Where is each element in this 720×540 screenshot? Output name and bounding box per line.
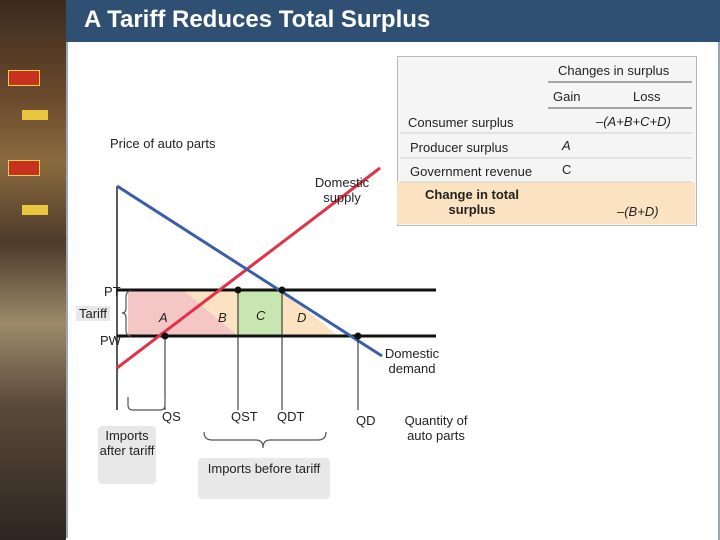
imports-after-tariff-note: Imports after tariff bbox=[98, 426, 156, 484]
photo-sign bbox=[8, 160, 40, 176]
row-government-label: Government revenue bbox=[410, 164, 533, 179]
area-b-label: B bbox=[218, 310, 227, 325]
photo-sign bbox=[22, 110, 48, 120]
slide-title: A Tariff Reduces Total Surplus bbox=[84, 6, 431, 33]
qdt-label: QDT bbox=[277, 409, 305, 424]
tariff-label: Tariff bbox=[76, 306, 110, 321]
total-row-fill bbox=[397, 182, 695, 224]
y-axis-label: Price of auto parts bbox=[110, 136, 216, 151]
x-axis-label: Quantity of auto parts bbox=[404, 413, 468, 443]
demand-label: Domestic demand bbox=[384, 346, 440, 376]
supply-label: Domestic supply bbox=[314, 175, 370, 205]
area-b bbox=[183, 290, 238, 336]
point-qdt bbox=[278, 286, 286, 294]
imports-before-bracket bbox=[203, 431, 327, 449]
panel-edge bbox=[718, 42, 720, 540]
area-a-label: A bbox=[159, 310, 168, 325]
row-producer-label: Producer surplus bbox=[410, 140, 509, 155]
row-total-loss: –(B+D) bbox=[617, 204, 659, 219]
photo-sign bbox=[8, 70, 40, 86]
point-qd bbox=[354, 332, 362, 340]
background-photo bbox=[0, 0, 66, 540]
demand-curve bbox=[116, 184, 383, 358]
row-total-label: Change in total surplus bbox=[425, 187, 519, 217]
title-bar bbox=[66, 0, 720, 42]
qd-label: QD bbox=[356, 413, 376, 428]
table-header-gain: Gain bbox=[553, 89, 581, 104]
area-a-left bbox=[128, 290, 172, 336]
point-qs bbox=[161, 332, 169, 340]
pt-label: PT bbox=[104, 284, 121, 299]
qst-label: QST bbox=[231, 409, 258, 424]
photo-sign bbox=[22, 205, 48, 215]
imports-after-bracket bbox=[127, 397, 166, 411]
pw-label: PW bbox=[100, 333, 121, 348]
supply-curve bbox=[116, 166, 381, 370]
row-consumer-label: Consumer surplus bbox=[408, 115, 514, 130]
row-consumer-loss: –(A+B+C+D) bbox=[596, 114, 671, 129]
tariff-brace bbox=[121, 290, 132, 337]
area-d-label: D bbox=[297, 310, 307, 325]
row-government-gain: C bbox=[562, 162, 572, 177]
point-qst bbox=[234, 286, 242, 294]
area-c bbox=[238, 290, 282, 336]
qs-label: QS bbox=[162, 409, 181, 424]
row-producer-gain: A bbox=[562, 138, 571, 153]
table-header-changes: Changes in surplus bbox=[558, 63, 670, 78]
area-c-label: C bbox=[256, 308, 266, 323]
table-header-loss: Loss bbox=[633, 89, 661, 104]
imports-before-tariff-note: Imports before tariff bbox=[198, 458, 330, 499]
